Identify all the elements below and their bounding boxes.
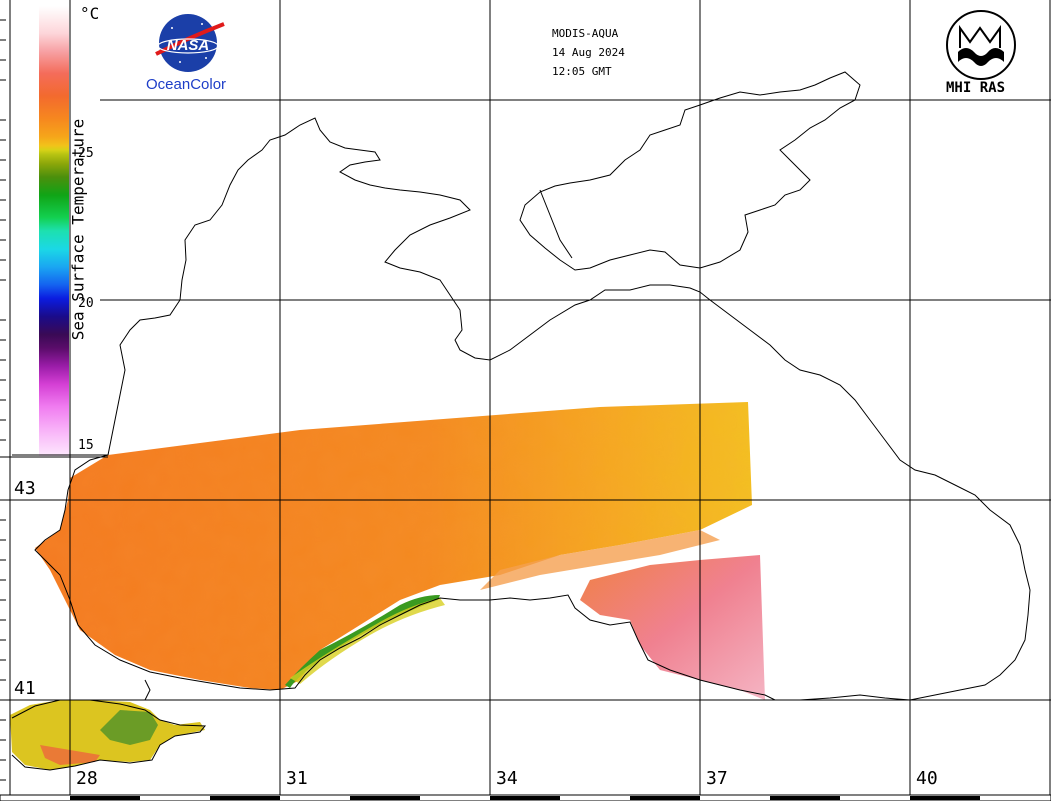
bottom-scale-bar — [70, 796, 980, 800]
legend-tick-25: 25 — [78, 146, 94, 161]
svg-text:NASA: NASA — [167, 37, 210, 54]
acquisition-time: 12:05 GMT — [552, 65, 612, 78]
acquisition-date: 14 Aug 2024 — [552, 46, 625, 59]
lon-label-34: 34 — [496, 768, 518, 789]
lat-label-41: 41 — [14, 678, 36, 699]
lon-label-40: 40 — [916, 768, 938, 789]
lon-label-28: 28 — [76, 768, 98, 789]
sensor-name: MODIS-AQUA — [552, 27, 619, 40]
lon-label-37: 37 — [706, 768, 728, 789]
satellite-info: MODIS-AQUA 14 Aug 2024 12:05 GMT — [552, 24, 625, 81]
lon-label-31: 31 — [286, 768, 308, 789]
legend-unit: °C — [80, 4, 100, 23]
temperature-colorbar — [39, 6, 69, 456]
nasa-logo-icon: NASA — [155, 14, 225, 72]
legend-tick-20: 20 — [78, 296, 94, 311]
lat-label-43: 43 — [14, 478, 36, 499]
mhi-ras-label: MHI RAS — [946, 80, 1006, 96]
legend-tick-15: 15 — [78, 438, 94, 453]
mhi-ras-logo-icon — [946, 10, 1016, 80]
axis-ticks — [0, 19, 6, 781]
oceancolor-label: OceanColor — [146, 76, 227, 93]
sst-swath — [10, 402, 765, 770]
